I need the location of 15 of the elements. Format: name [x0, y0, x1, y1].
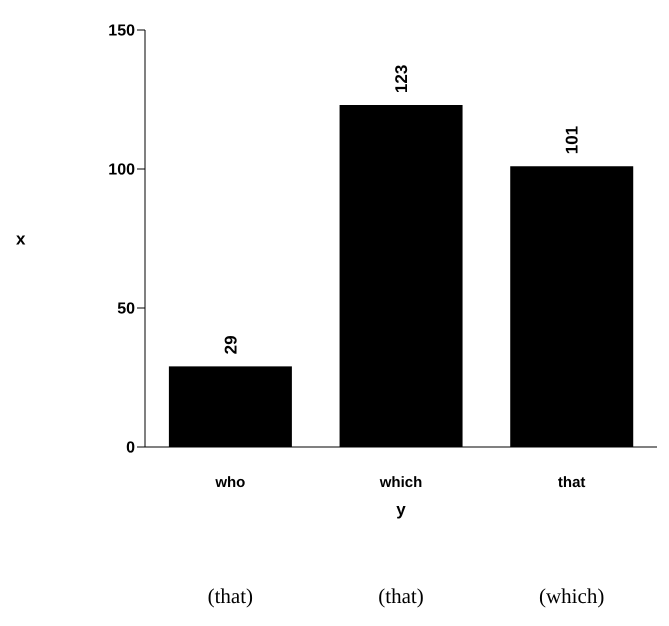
y-axis-title: x: [16, 230, 26, 249]
x-tick-label: who: [214, 474, 246, 491]
y-tick-label: 0: [126, 440, 136, 457]
x-axis-title: y: [396, 500, 406, 520]
y-tick-label: 150: [108, 22, 136, 40]
x-tick-label: which: [378, 474, 422, 491]
data-label: 101: [562, 126, 582, 154]
text: (which): [539, 584, 604, 608]
data-label: 29: [221, 335, 240, 354]
data-label: 123: [392, 64, 412, 94]
text: (that): [378, 584, 424, 608]
y-tick-label: 100: [108, 162, 136, 179]
y-tick-label: 50: [117, 300, 136, 318]
text: (that): [208, 584, 254, 608]
x-tick-label: that: [558, 474, 586, 491]
